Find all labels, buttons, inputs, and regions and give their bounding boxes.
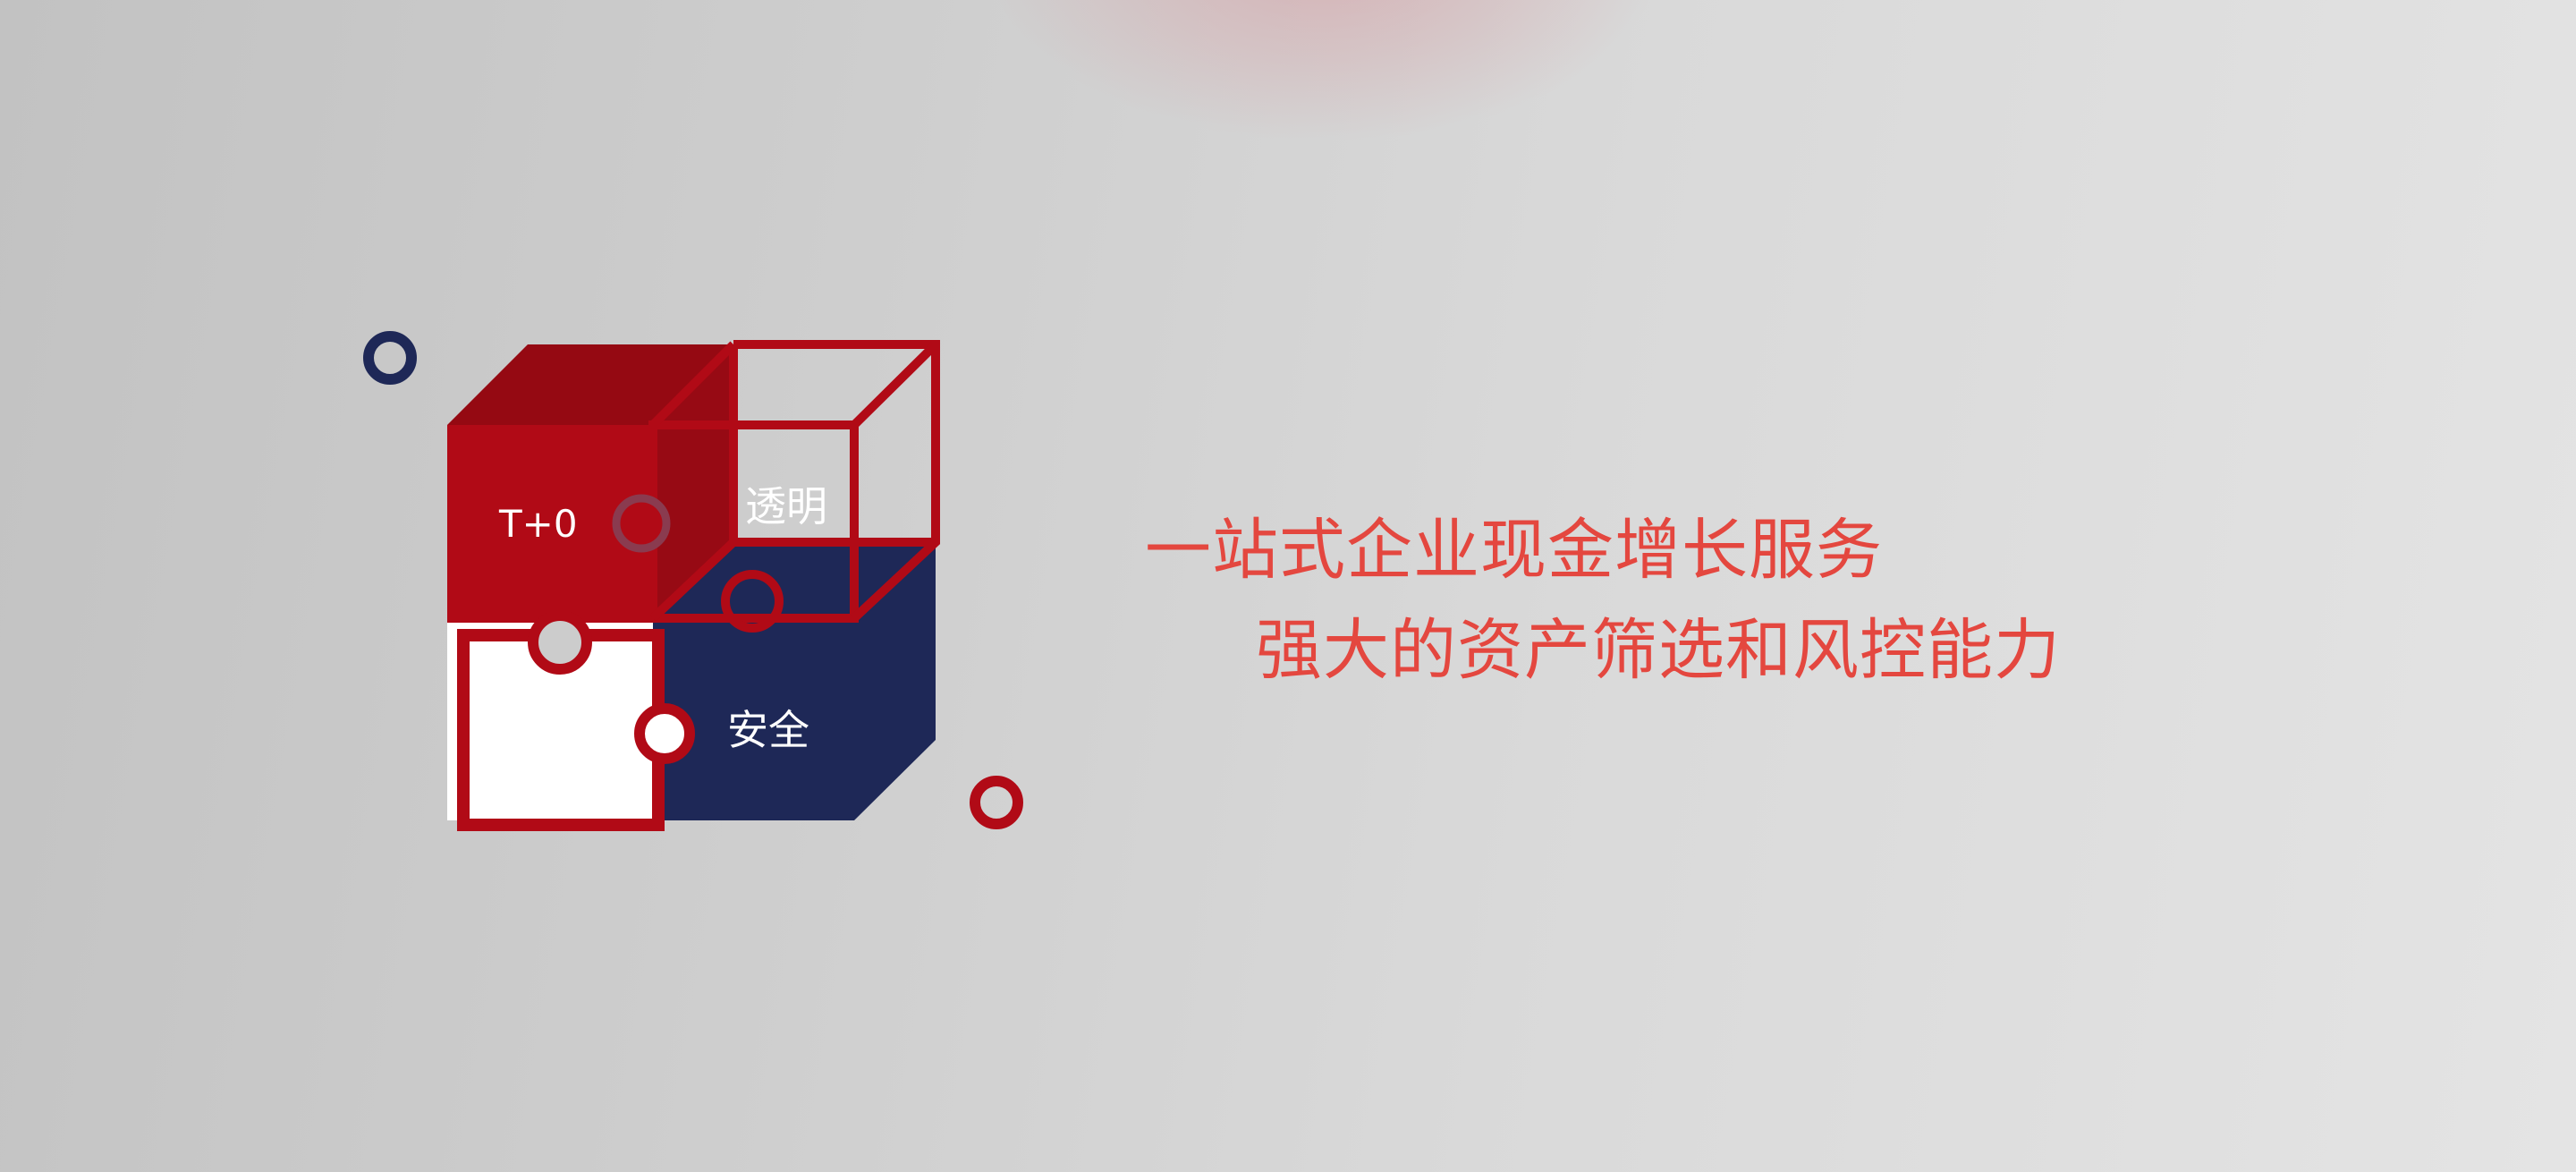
red-ring-decoration bbox=[970, 776, 1023, 829]
puzzle-piece-side-knob bbox=[634, 703, 695, 764]
cube-label-secure: 安全 bbox=[727, 706, 809, 754]
red-block-top-face bbox=[447, 344, 733, 425]
puzzle-knob-red bbox=[612, 494, 671, 553]
puzzle-knob-navy bbox=[721, 570, 784, 633]
red-block-side-face bbox=[653, 344, 733, 623]
slogan-line-1: 一站式企业现金增长服务 bbox=[1145, 512, 1883, 589]
navy-ring-decoration bbox=[363, 331, 417, 385]
puzzle-piece-top-knob bbox=[528, 610, 592, 675]
background-glow bbox=[984, 0, 1664, 143]
puzzle-cube-illustration: T+0 透明 安全 bbox=[349, 322, 1046, 859]
cube-label-t0: T+0 bbox=[498, 502, 578, 546]
slogan-line-2: 强大的资产筛选和风控能力 bbox=[1256, 612, 2061, 689]
cube-label-transparent: 透明 bbox=[745, 482, 827, 531]
